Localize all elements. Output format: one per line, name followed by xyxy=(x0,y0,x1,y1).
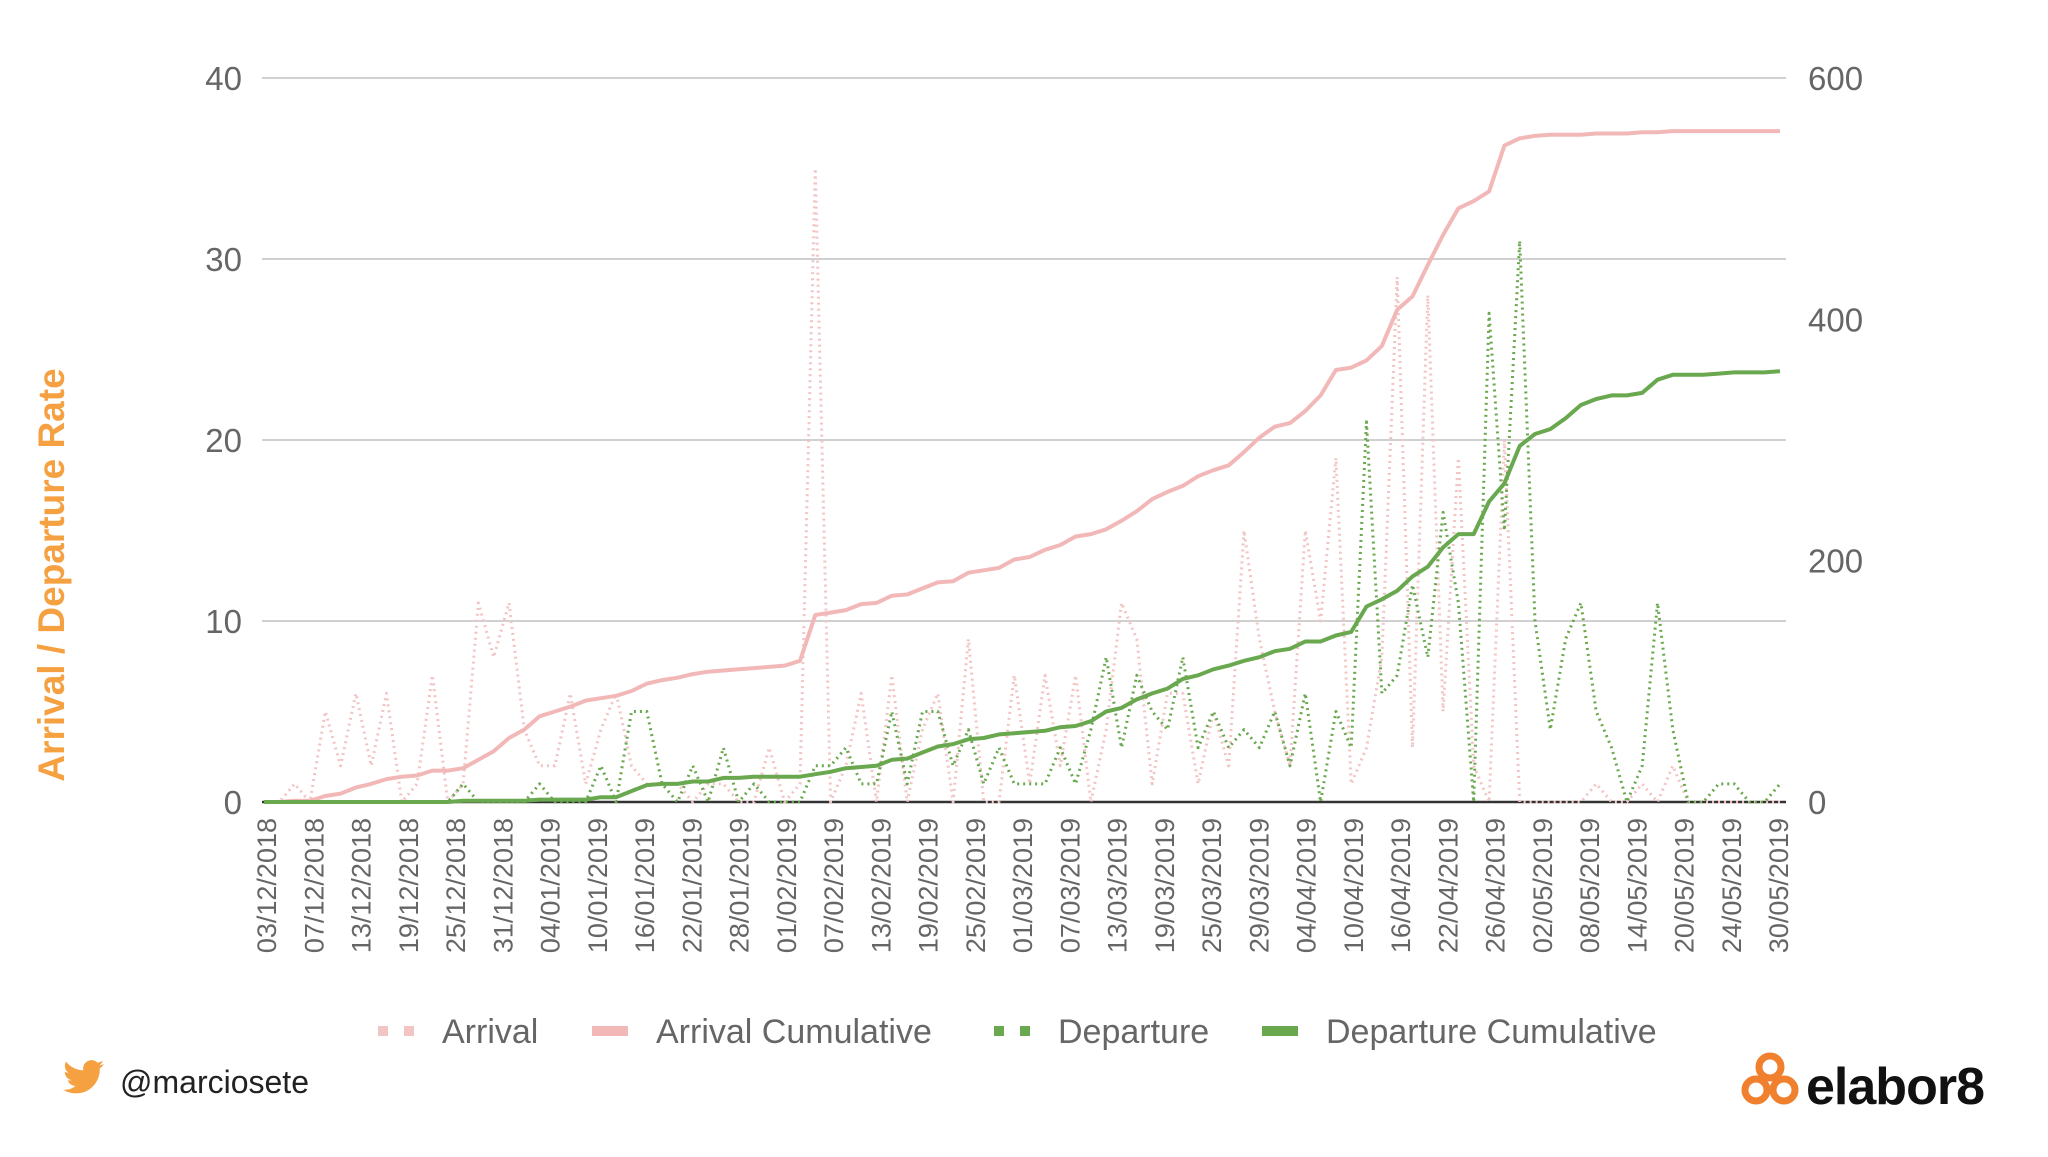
x-tick-label: 25/03/2019 xyxy=(1197,818,1227,953)
series-line-arrival-cumulative xyxy=(264,129,1780,804)
legend-label: Arrival Cumulative xyxy=(656,1013,932,1051)
x-tick-label: 24/05/2019 xyxy=(1717,818,1747,953)
x-tick-label: 10/04/2019 xyxy=(1339,818,1369,953)
x-tick-label: 04/04/2019 xyxy=(1292,818,1322,953)
legend-swatch xyxy=(994,1026,1004,1036)
x-tick-label: 30/05/2019 xyxy=(1764,818,1794,953)
legend-item: Arrival xyxy=(378,1013,538,1051)
y2-tick-label: 0 xyxy=(1808,784,1826,821)
twitter-credit[interactable]: @marciosete xyxy=(62,1060,309,1104)
legend-swatch xyxy=(592,1026,628,1036)
legend-swatch xyxy=(404,1026,414,1036)
legend-item: Arrival Cumulative xyxy=(592,1013,932,1051)
x-tick-label: 07/12/2018 xyxy=(299,818,329,953)
y-tick-label: 0 xyxy=(224,784,242,821)
x-tick-label: 19/12/2018 xyxy=(394,818,424,953)
legend-swatch xyxy=(1020,1026,1030,1036)
grid-layer xyxy=(262,77,1786,804)
y-tick-label: 30 xyxy=(205,241,242,278)
brand-name: elabor8 xyxy=(1806,1057,1985,1116)
x-tick-label: 19/02/2019 xyxy=(914,818,944,953)
x-tick-label: 13/12/2018 xyxy=(347,818,377,953)
legend-label: Departure Cumulative xyxy=(1326,1013,1657,1051)
legend-swatch xyxy=(1262,1026,1298,1036)
legend-swatch xyxy=(378,1026,388,1036)
series-line-arrival xyxy=(264,167,1780,804)
x-tick-label: 16/04/2019 xyxy=(1386,818,1416,953)
x-tick-label: 16/01/2019 xyxy=(630,818,660,953)
x-tick-label: 28/01/2019 xyxy=(725,818,755,953)
y2-tick-label: 400 xyxy=(1808,301,1863,338)
x-tick-label: 29/03/2019 xyxy=(1244,818,1274,953)
x-tick-label: 07/02/2019 xyxy=(819,818,849,953)
x-tick-label: 13/02/2019 xyxy=(866,818,896,953)
x-tick-label: 25/12/2018 xyxy=(441,818,471,953)
x-tick-label: 22/04/2019 xyxy=(1433,818,1463,953)
x-tick-label: 14/05/2019 xyxy=(1622,818,1652,953)
series-line-departure-cumulative xyxy=(264,369,1781,804)
x-tick-label: 08/05/2019 xyxy=(1575,818,1605,953)
series-line-departure xyxy=(264,239,1782,804)
x-tick-label: 07/03/2019 xyxy=(1055,818,1085,953)
series-layer xyxy=(264,129,1782,804)
x-tick-label: 26/04/2019 xyxy=(1481,818,1511,953)
y-tick-label: 40 xyxy=(205,60,242,97)
y2-tick-label: 600 xyxy=(1808,60,1863,97)
x-tick-label: 31/12/2018 xyxy=(488,818,518,953)
y2-tick-label: 200 xyxy=(1808,543,1863,580)
legend-label: Departure xyxy=(1058,1013,1209,1051)
twitter-bird-icon xyxy=(62,1060,106,1104)
x-tick-label: 25/02/2019 xyxy=(961,818,991,953)
elabor8-logo-icon xyxy=(1740,1052,1800,1121)
y-tick-label: 20 xyxy=(205,422,242,459)
x-tick-label: 03/12/2018 xyxy=(252,818,282,953)
x-tick-label: 01/03/2019 xyxy=(1008,818,1038,953)
twitter-handle: @marciosete xyxy=(120,1063,309,1100)
legend-layer: Arrival Arrival Cumulative Departure Depart… xyxy=(378,1013,1657,1051)
x-tick-label: 01/02/2019 xyxy=(772,818,802,953)
x-tick-label: 20/05/2019 xyxy=(1670,818,1700,953)
y-axis-title: Arrival / Departure Rate xyxy=(31,368,72,782)
x-tick-label: 02/05/2019 xyxy=(1528,818,1558,953)
x-tick-label: 22/01/2019 xyxy=(677,818,707,953)
legend-item: Departure Cumulative xyxy=(1262,1013,1657,1051)
y-tick-label: 10 xyxy=(205,603,242,640)
x-tick-label: 19/03/2019 xyxy=(1150,818,1180,953)
x-tick-label: 04/01/2019 xyxy=(536,818,566,953)
x-tick-label: 10/01/2019 xyxy=(583,818,613,953)
legend-item: Departure xyxy=(994,1013,1209,1051)
brand-logo: elabor8 xyxy=(1740,1052,1985,1121)
legend-label: Arrival xyxy=(442,1013,538,1051)
x-tick-label: 13/03/2019 xyxy=(1103,818,1133,953)
